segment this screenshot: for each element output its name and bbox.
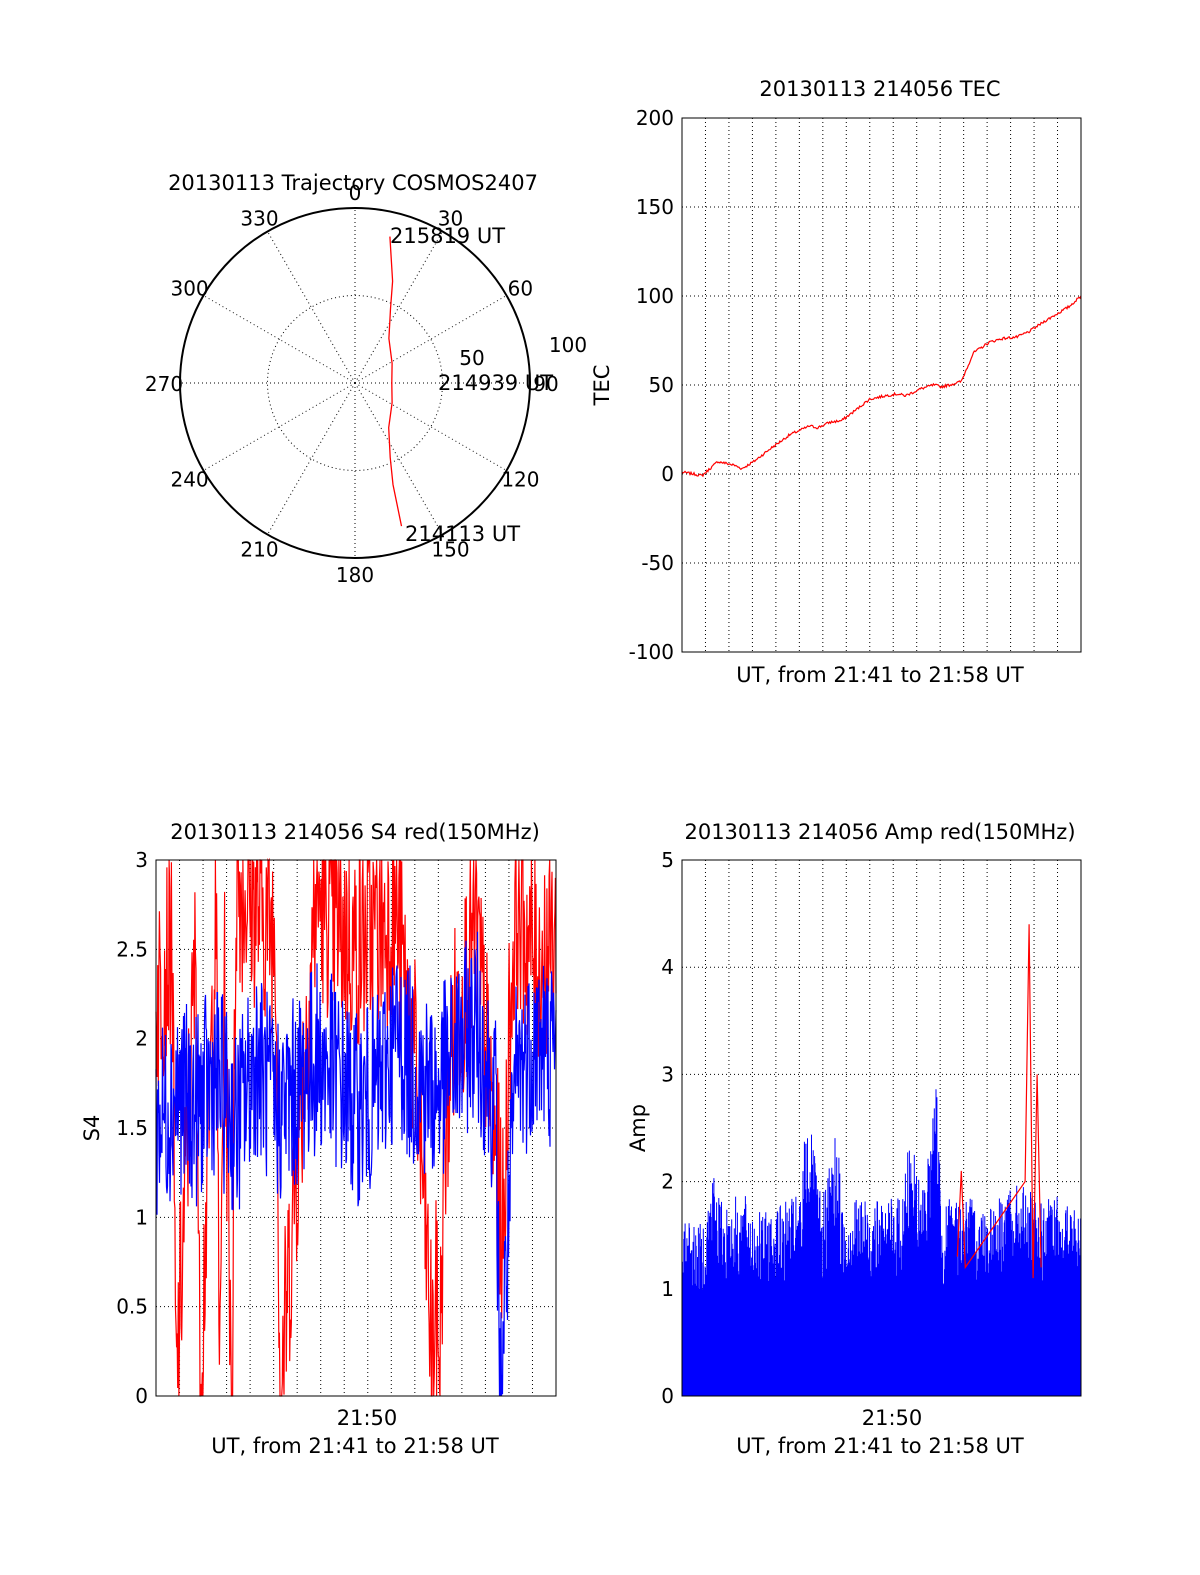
polar-grid-ring-50	[267, 295, 443, 471]
tec-ytick-50: 50	[649, 373, 674, 397]
polar-title: 20130113 Trajectory COSMOS2407	[168, 171, 538, 195]
polar-spoke-120	[354, 382, 507, 471]
s4-xtick-label: 21:50	[337, 1406, 398, 1430]
polar-radial-label-50: 50	[459, 346, 484, 370]
tec-ytick-200: 200	[636, 106, 674, 130]
tec-y-tick-labels: -100 -50 0 50 100 150 200	[629, 106, 674, 664]
tec-ytick-150: 150	[636, 195, 674, 219]
s4-ytick-2.5: 2.5	[116, 937, 148, 961]
s4-ytick-1.5: 1.5	[116, 1116, 148, 1140]
polar-spoke-210	[267, 382, 356, 535]
polar-spoke-330	[267, 231, 356, 384]
polar-angle-label-180: 180	[336, 563, 374, 587]
s4-ytick-3: 3	[135, 848, 148, 872]
s4-xlabel: UT, from 21:41 to 21:58 UT	[211, 1434, 499, 1458]
traj-end-label: 214113 UT	[405, 522, 520, 546]
amp-xlabel: UT, from 21:41 to 21:58 UT	[736, 1434, 1024, 1458]
s4-ytick-2: 2	[135, 1027, 148, 1051]
tec-ytick-100: 100	[636, 284, 674, 308]
s4-ytick-0: 0	[135, 1384, 148, 1408]
polar-angle-label-240: 240	[170, 468, 208, 492]
traj-start-label: 215819 UT	[390, 224, 505, 248]
s4-title: 20130113 214056 S4 red(150MHz)	[170, 820, 540, 844]
amp-blue-series-area	[681, 1089, 1082, 1396]
polar-outer-ring	[179, 207, 531, 559]
amp-y-tick-labels: 0 1 2 3 4 5	[661, 848, 674, 1408]
amp-ytick-0: 0	[661, 1384, 674, 1408]
s4-ylabel: S4	[80, 1115, 104, 1142]
tec-plot-frame	[681, 117, 1082, 653]
s4-panel: 20130113 214056 S4 red(150MHz) 0 0.5 1 1.5 2…	[80, 820, 557, 1458]
polar-angle-label-330: 330	[240, 207, 278, 231]
tec-ytick-0: 0	[661, 462, 674, 486]
polar-panel: 20130113 Trajectory COSMOS2407 0 30 60 90 12…	[145, 171, 587, 587]
tec-ytick--100: -100	[629, 640, 674, 664]
amp-ytick-3: 3	[661, 1062, 674, 1086]
amp-title: 20130113 214056 Amp red(150MHz)	[684, 820, 1075, 844]
tec-grid	[682, 117, 1081, 653]
amp-ytick-1: 1	[661, 1277, 674, 1301]
tec-title: 20130113 214056 TEC	[759, 77, 1000, 101]
tec-ytick--50: -50	[641, 551, 674, 575]
polar-angle-labels: 0 30 60 90 120 150 180 210 240 270 300 330	[145, 181, 559, 587]
polar-angle-label-60: 60	[508, 277, 533, 301]
s4-plot-frame	[155, 859, 557, 1397]
amp-ylabel: Amp	[626, 1104, 650, 1152]
amp-plot-frame	[681, 859, 1082, 1397]
tec-panel: 20130113 214056 TEC -100-50050100150200 …	[590, 77, 1082, 687]
polar-angle-label-120: 120	[501, 468, 539, 492]
amp-xtick-label: 21:50	[862, 1406, 923, 1430]
amp-red-series-line	[956, 924, 1042, 1279]
s4-y-tick-labels: 0 0.5 1 1.5 2 2.5 3	[116, 848, 148, 1408]
polar-radial-label-100: 100	[549, 333, 587, 357]
polar-angle-label-300: 300	[170, 277, 208, 301]
tec-ylabel: TEC	[590, 365, 614, 407]
tec-xlabel: UT, from 21:41 to 21:58 UT	[736, 663, 1024, 687]
s4-blue-series-line	[155, 931, 557, 1397]
amp-ytick-5: 5	[661, 848, 674, 872]
amp-ytick-2: 2	[661, 1170, 674, 1194]
polar-angle-label-210: 210	[240, 537, 278, 561]
polar-angle-label-30: 30	[438, 207, 463, 231]
polar-angle-label-150: 150	[431, 537, 469, 561]
tec-series-line	[681, 295, 1082, 478]
polar-angle-label-90: 90	[533, 372, 558, 396]
polar-grid	[180, 208, 530, 558]
polar-trajectory-line	[388, 236, 403, 527]
s4-ytick-1: 1	[135, 1205, 148, 1229]
s4-ytick-0.5: 0.5	[116, 1295, 148, 1319]
polar-angle-label-270: 270	[145, 372, 183, 396]
traj-mid-label: 214939 UT	[438, 371, 553, 395]
polar-spoke-30	[354, 231, 443, 384]
amp-panel: 20130113 214056 Amp red(150MHz) 0 1 2 3 4 5 2…	[626, 820, 1082, 1458]
amp-ytick-4: 4	[661, 955, 674, 979]
polar-angle-label-0: 0	[349, 181, 362, 205]
